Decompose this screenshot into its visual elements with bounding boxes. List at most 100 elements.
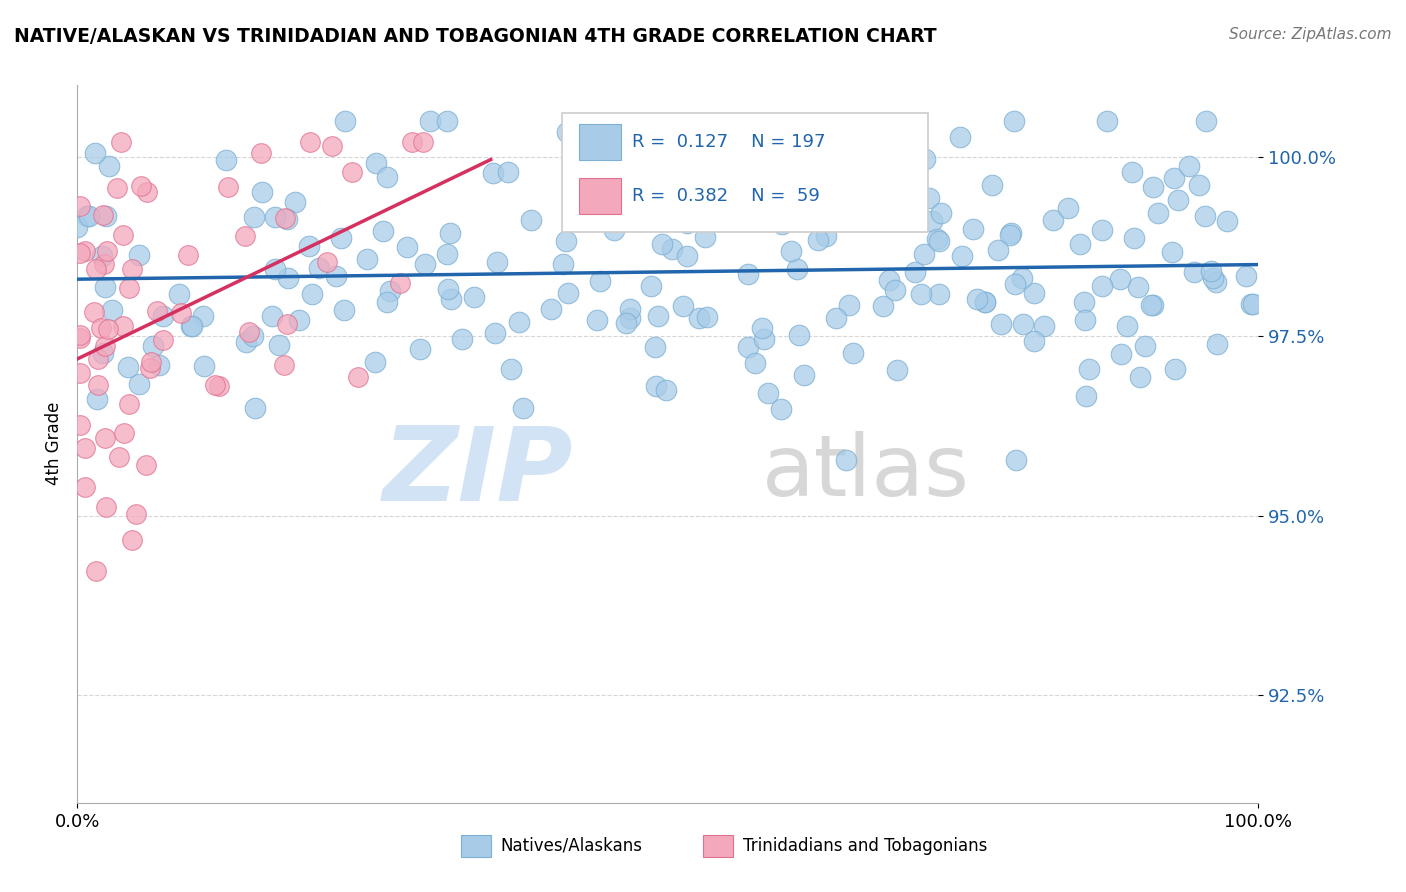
Point [364,156,387,170]
Point [950,249,973,263]
Point [297,239,319,253]
Text: Trinidadians and Tobagonians: Trinidadians and Tobagonians [744,837,988,855]
Point [758,386,780,401]
Point [250,146,273,161]
Point [356,252,378,266]
Point [118,397,141,411]
Point [657,184,679,198]
Point [838,180,860,194]
Point [754,332,776,346]
Point [401,135,423,149]
Point [1069,237,1091,252]
Point [602,223,624,237]
Bar [461,835,491,856]
Point [139,361,162,376]
Point [614,316,637,330]
Point [135,458,157,472]
Point [111,318,134,333]
Point [949,130,972,145]
Point [1091,223,1114,237]
Point [276,317,298,331]
Text: Natives/Alaskans: Natives/Alaskans [501,837,643,855]
Point [181,318,204,333]
Point [97,322,120,336]
Point [308,260,330,275]
Point [333,113,356,128]
Point [481,166,503,180]
Point [371,224,394,238]
Point [928,234,950,248]
Point [769,402,792,417]
Point [273,358,295,372]
Point [1163,171,1185,186]
Point [551,258,574,272]
Point [98,159,121,173]
Y-axis label: 4th Grade: 4th Grade [45,402,63,485]
Point [117,359,139,374]
Point [634,163,657,178]
Point [276,212,298,227]
Point [1234,268,1257,283]
Point [180,319,202,334]
Point [693,230,716,244]
Point [436,113,458,128]
Point [1108,272,1130,286]
Point [786,262,808,277]
Point [419,113,441,128]
Point [651,236,673,251]
Point [463,290,485,304]
Bar [579,124,620,161]
Point [269,338,291,352]
Point [299,135,322,149]
Point [486,255,509,269]
Point [69,328,91,343]
Point [974,295,997,310]
Point [69,246,91,260]
Point [378,284,401,298]
Point [84,564,107,578]
Point [841,346,863,360]
Point [904,265,927,279]
Point [105,181,128,195]
Point [90,321,112,335]
Point [1216,214,1239,228]
Point [647,309,669,323]
Point [250,186,273,200]
Point [1057,201,1080,215]
Point [117,281,139,295]
Point [981,178,1004,192]
Point [1126,279,1149,293]
Point [128,377,150,392]
Point [94,280,117,294]
Point [330,230,353,244]
Point [484,326,506,341]
Point [121,262,143,277]
Point [1194,210,1216,224]
Point [1195,113,1218,128]
Point [375,294,398,309]
Point [914,152,936,166]
Point [142,339,165,353]
Text: R =  0.127    N = 197: R = 0.127 N = 197 [633,133,825,151]
Point [640,279,662,293]
Point [193,359,215,373]
Point [242,329,264,343]
Point [1182,265,1205,279]
Point [125,507,148,521]
Point [644,341,666,355]
Point [793,368,815,383]
Point [1076,388,1098,402]
Point [884,283,907,297]
Point [84,262,107,277]
Point [96,500,118,514]
Point [737,340,759,354]
Point [69,199,91,213]
Point [1004,277,1026,291]
Point [152,333,174,347]
Point [66,219,89,234]
Point [675,249,697,263]
Point [413,257,436,271]
Point [1097,113,1119,128]
FancyBboxPatch shape [561,113,928,232]
Point [886,363,908,377]
